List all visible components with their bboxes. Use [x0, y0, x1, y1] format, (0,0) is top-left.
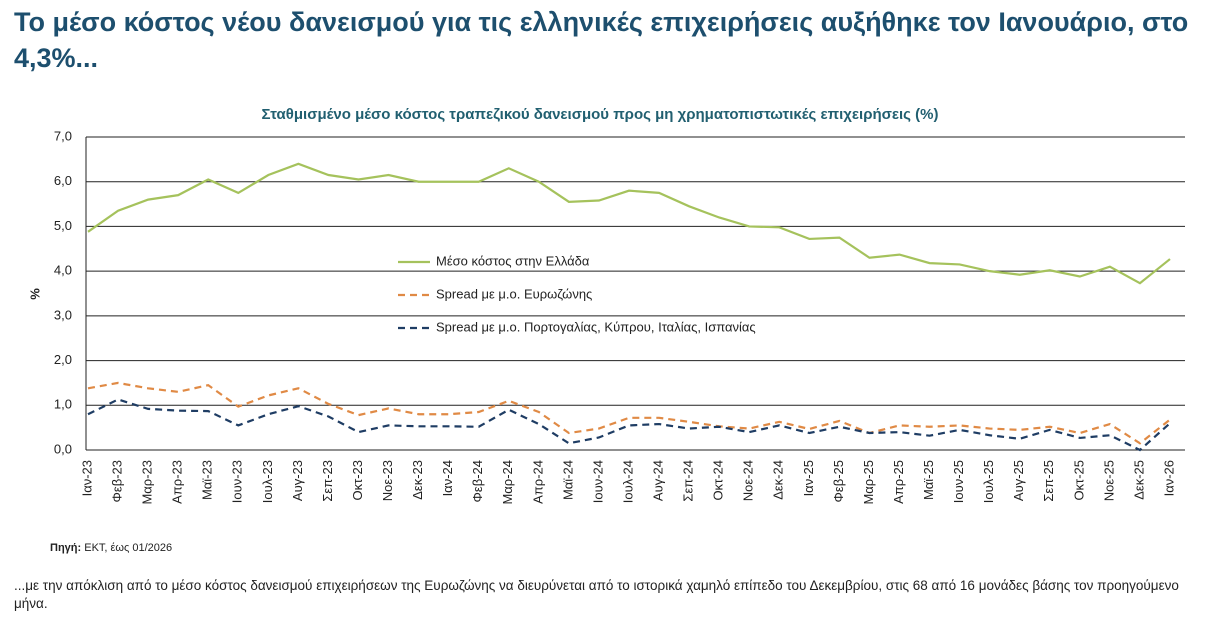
x-tick-label: Ιαν-24: [440, 460, 455, 496]
note: ...με την απόκλιση από το μέσο κόστος δα…: [14, 578, 1179, 611]
x-tick-label: Απρ-24: [530, 460, 545, 504]
source-label: Πηγή:: [50, 542, 82, 554]
line-series: [87, 162, 1171, 285]
source-text: ΕΚΤ, έως 01/2026: [84, 542, 173, 554]
x-tick-label: Φεβ-25: [831, 460, 846, 502]
x-tick-label: Ιουν-25: [951, 460, 966, 503]
x-tick-label: Ιαν-25: [801, 460, 816, 496]
x-tick-label: Νοε-23: [380, 460, 395, 501]
y-tick-label: 4,0: [54, 263, 72, 278]
x-tick-label: Δεκ-23: [410, 460, 425, 500]
y-tick-label: 1,0: [54, 397, 72, 412]
x-tick-label: Αυγ-24: [650, 460, 665, 501]
x-tick-label: Μαϊ-25: [921, 460, 936, 500]
x-tick-label: Μαρ-24: [500, 460, 515, 505]
legend-label: Spread με μ.ο. Ευρωζώνης: [436, 286, 592, 301]
x-tick-label: Μαρ-23: [140, 460, 155, 505]
y-tick-label: 0,0: [54, 441, 72, 456]
headline: Το μέσο κόστος νέου δανεισμού για τις ελ…: [14, 7, 1189, 73]
chart: Σταθμισμένο μέσο κόστος τραπεζικού δανει…: [27, 106, 1185, 505]
x-tick-label: Ιαν-23: [79, 460, 94, 496]
legend-label: Spread με μ.ο. Πορτογαλίας, Κύπρου, Ιταλ…: [436, 319, 756, 334]
x-tick-label: Ιουν-24: [590, 460, 605, 503]
x-tick-label: Νοε-25: [1101, 460, 1116, 501]
x-tick-label: Απρ-23: [170, 460, 185, 504]
x-tick-label: Δεκ-25: [1131, 460, 1146, 500]
y-tick-label: 2,0: [54, 352, 72, 367]
y-tick-label: 6,0: [54, 173, 72, 188]
x-tick-label: Οκτ-25: [1071, 460, 1086, 501]
x-tick-label: Μαϊ-23: [200, 460, 215, 500]
line-series: [87, 398, 1171, 452]
x-tick-label: Φεβ-23: [109, 460, 124, 502]
line-series: [87, 381, 1171, 445]
y-tick-label: 5,0: [54, 218, 72, 233]
x-tick-label: Απρ-25: [891, 460, 906, 504]
x-tick-label: Ιουν-23: [230, 460, 245, 503]
x-tick-label: Αυγ-25: [1011, 460, 1026, 501]
y-tick-label: 7,0: [54, 128, 72, 143]
x-tick-label: Οκτ-24: [711, 460, 726, 501]
x-tick-label: Αυγ-23: [290, 460, 305, 501]
x-tick-label: Ιουλ-24: [620, 460, 635, 503]
chart-title: Σταθμισμένο μέσο κόστος τραπεζικού δανει…: [262, 106, 939, 123]
x-tick-label: Σεπ-23: [320, 460, 335, 502]
source: Πηγή: ΕΚΤ, έως 01/2026: [50, 542, 172, 554]
y-axis-label: %: [27, 288, 42, 300]
x-tick-label: Οκτ-23: [350, 460, 365, 501]
x-tick-label: Μαϊ-24: [560, 460, 575, 500]
x-tick-label: Ιαν-26: [1161, 460, 1176, 496]
x-tick-label: Φεβ-24: [470, 460, 485, 502]
y-tick-label: 3,0: [54, 307, 72, 322]
x-tick-label: Ιουλ-25: [981, 460, 996, 503]
x-tick-label: Μαρ-25: [861, 460, 876, 505]
legend-label: Μέσο κόστος στην Ελλάδα: [436, 253, 590, 268]
x-tick-label: Νοε-24: [741, 460, 756, 501]
x-tick-label: Σεπ-24: [681, 460, 696, 502]
x-tick-label: Σεπ-25: [1041, 460, 1056, 502]
x-tick-label: Ιουλ-23: [260, 460, 275, 503]
x-tick-label: Δεκ-24: [771, 460, 786, 500]
